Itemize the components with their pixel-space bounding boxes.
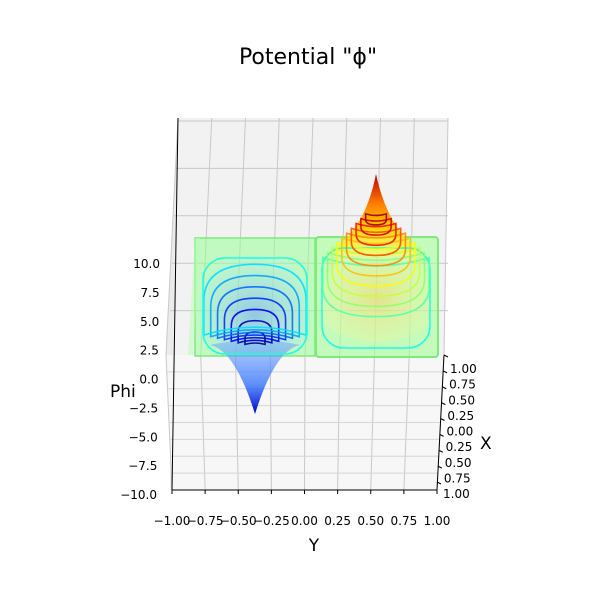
x-tick-mark <box>441 402 446 406</box>
contour-line <box>336 241 416 287</box>
x-tick-mark <box>436 481 442 485</box>
x-tick-label: 0.75 <box>444 471 471 485</box>
z-tick-label: −2.5 <box>129 401 158 415</box>
contour-line <box>237 319 273 344</box>
z-tick-label: −10.0 <box>120 488 157 502</box>
y-tick-label: −0.75 <box>187 514 224 528</box>
contour-line <box>360 217 392 236</box>
x-tick-label: 0.00 <box>447 425 474 439</box>
x-tick-mark <box>443 354 449 358</box>
floor-plane-edge <box>188 238 200 355</box>
contour-line <box>209 274 301 338</box>
x-tick-label: 0.50 <box>445 456 472 470</box>
contour-line <box>321 247 431 349</box>
y-tick-label: 0.75 <box>391 514 418 528</box>
well-haze <box>200 255 310 354</box>
tick-labels: −1.00−0.75−0.50−0.25 0.00 0.25 0.50 0.75 1.00… <box>120 257 477 528</box>
contour-line <box>364 212 388 226</box>
x-tick-label: 0.75 <box>449 378 476 392</box>
contour-line <box>350 227 402 257</box>
z-tick-label: 5.0 <box>140 315 159 329</box>
y-tick-label: 0.00 <box>291 514 318 528</box>
z-tick-label: 10.0 <box>133 257 160 271</box>
y-tick-label: 0.50 <box>357 514 384 528</box>
y-tick-label: 0.25 <box>324 514 351 528</box>
x-axis-line <box>436 354 445 491</box>
chart-title: Potential "ϕ" <box>239 45 377 70</box>
y-axis-label: Y <box>308 536 320 556</box>
x-tick-label: 0.50 <box>448 393 475 407</box>
z-tick-label: 0.0 <box>139 373 158 387</box>
contour-line <box>355 222 397 247</box>
contour-line <box>216 286 294 340</box>
x-tick-mark <box>438 449 443 453</box>
contour-line <box>202 257 308 355</box>
z-axis-label: Phi <box>110 382 136 402</box>
x-tick-mark <box>442 370 448 374</box>
x-axis-label: X <box>480 434 492 454</box>
contour-line <box>203 263 307 337</box>
z-tick-label: −7.5 <box>128 459 157 473</box>
x-tick-label: 1.00 <box>443 487 470 501</box>
y-tick-label: −0.50 <box>220 514 257 528</box>
well-cone <box>210 340 300 414</box>
y-tick-label: 1.00 <box>424 514 451 528</box>
x-tick-label: 0.25 <box>447 409 474 423</box>
x-tick-mark <box>439 433 444 437</box>
z-tick-label: 2.5 <box>140 344 159 358</box>
x-tick-label: 1.00 <box>450 362 477 376</box>
y-tick-label: −0.25 <box>253 514 290 528</box>
x-tick-label: 0.25 <box>446 440 473 454</box>
contour-line <box>244 331 266 346</box>
surface <box>188 174 439 414</box>
grid-line-y <box>165 117 179 356</box>
z-tick-label: 7.5 <box>141 286 160 300</box>
x-tick-mark <box>442 386 447 390</box>
contour-line <box>345 232 407 267</box>
contour-line <box>326 251 426 308</box>
x-tick-mark <box>437 465 443 469</box>
y-tick-label: −1.00 <box>154 514 191 528</box>
contour-line <box>223 297 287 341</box>
contour-line <box>341 237 411 277</box>
contour-line <box>230 308 280 343</box>
z-axis-line <box>171 117 179 491</box>
z-tick-label: −5.0 <box>129 430 158 444</box>
x-tick-mark <box>440 418 445 421</box>
grid-line-y <box>443 117 449 356</box>
